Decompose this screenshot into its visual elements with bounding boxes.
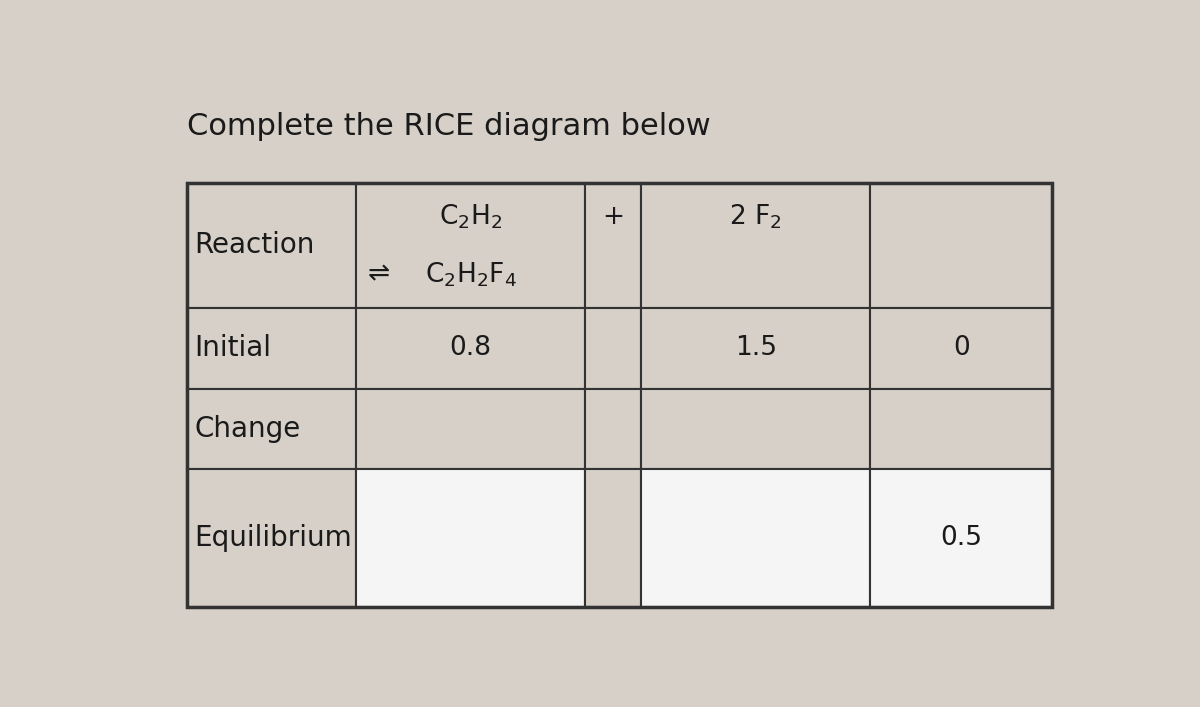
- Bar: [586, 308, 641, 389]
- Bar: [870, 389, 1052, 469]
- Text: Reaction: Reaction: [194, 231, 316, 259]
- Text: Change: Change: [194, 415, 301, 443]
- Bar: [586, 389, 641, 469]
- Text: 0.5: 0.5: [941, 525, 983, 551]
- Bar: [356, 469, 586, 607]
- Bar: [356, 308, 586, 389]
- Bar: [870, 469, 1052, 607]
- Text: $\mathregular{2\ F_2}$: $\mathregular{2\ F_2}$: [730, 202, 782, 231]
- Text: $\mathregular{C_2H_2F_4}$: $\mathregular{C_2H_2F_4}$: [425, 260, 516, 288]
- Text: 0.8: 0.8: [450, 335, 492, 361]
- Text: 0: 0: [953, 335, 970, 361]
- Bar: [356, 183, 586, 308]
- Bar: [641, 183, 870, 308]
- Bar: [870, 183, 1052, 308]
- Bar: [187, 183, 356, 308]
- Bar: [187, 389, 356, 469]
- Bar: [586, 183, 641, 308]
- Bar: [641, 308, 870, 389]
- Bar: [187, 469, 356, 607]
- Bar: [641, 389, 870, 469]
- Bar: [187, 308, 356, 389]
- Bar: [870, 308, 1052, 389]
- Bar: [356, 389, 586, 469]
- Bar: [187, 183, 1052, 607]
- Bar: [641, 469, 870, 607]
- Text: Initial: Initial: [194, 334, 271, 363]
- Text: +: +: [602, 204, 624, 230]
- Text: $\mathregular{C_2H_2}$: $\mathregular{C_2H_2}$: [439, 202, 502, 231]
- Text: Complete the RICE diagram below: Complete the RICE diagram below: [187, 112, 710, 141]
- Text: 1.5: 1.5: [734, 335, 776, 361]
- Text: Equilibrium: Equilibrium: [194, 525, 353, 552]
- Bar: [586, 469, 641, 607]
- Text: ⇌: ⇌: [367, 262, 390, 287]
